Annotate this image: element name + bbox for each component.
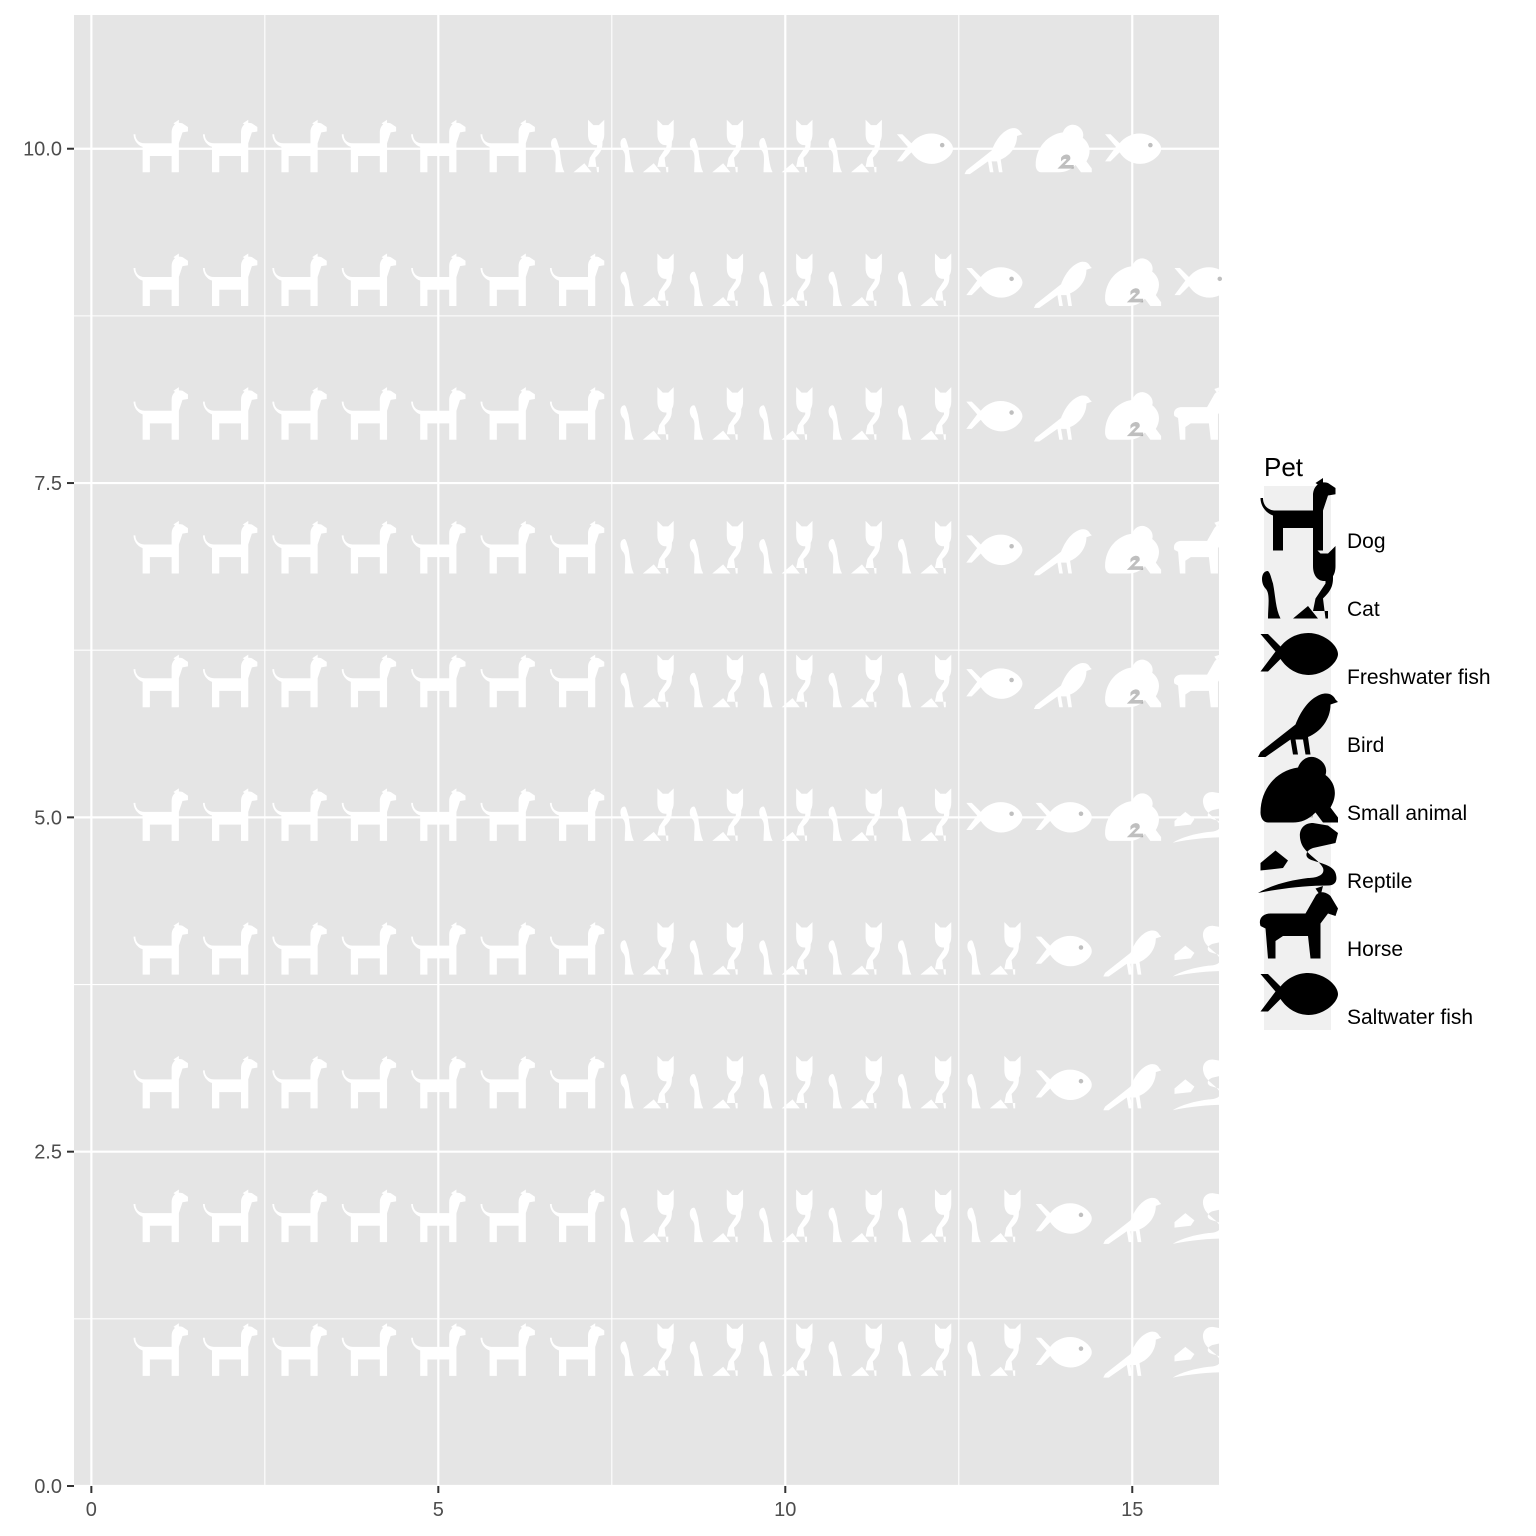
y-tick-label: 5.0 [34, 807, 62, 829]
legend-label: Cat [1347, 598, 1380, 621]
legend-label: Small animal [1347, 802, 1467, 825]
plot-panel [74, 15, 1219, 1486]
x-tick-label: 5 [433, 1499, 444, 1521]
x-tick-label: 0 [86, 1499, 97, 1521]
legend: Pet Dog Cat Freshwater fish Bird Small animal… [1258, 452, 1491, 1030]
y-tick-label: 10.0 [23, 139, 62, 161]
x-tick-label: 15 [1121, 1499, 1143, 1521]
legend-label: Freshwater fish [1347, 666, 1491, 689]
y-tick-label: 2.5 [34, 1142, 62, 1164]
legend-label: Horse [1347, 938, 1403, 961]
legend-title: Pet [1264, 452, 1304, 482]
legend-label: Bird [1347, 734, 1384, 757]
x-tick-label: 10 [774, 1499, 796, 1521]
legend-label: Saltwater fish [1347, 1006, 1473, 1029]
legend-label: Reptile [1347, 870, 1412, 893]
y-tick-label: 7.5 [34, 473, 62, 495]
y-tick-label: 0.0 [34, 1476, 62, 1498]
legend-label: Dog [1347, 530, 1386, 553]
